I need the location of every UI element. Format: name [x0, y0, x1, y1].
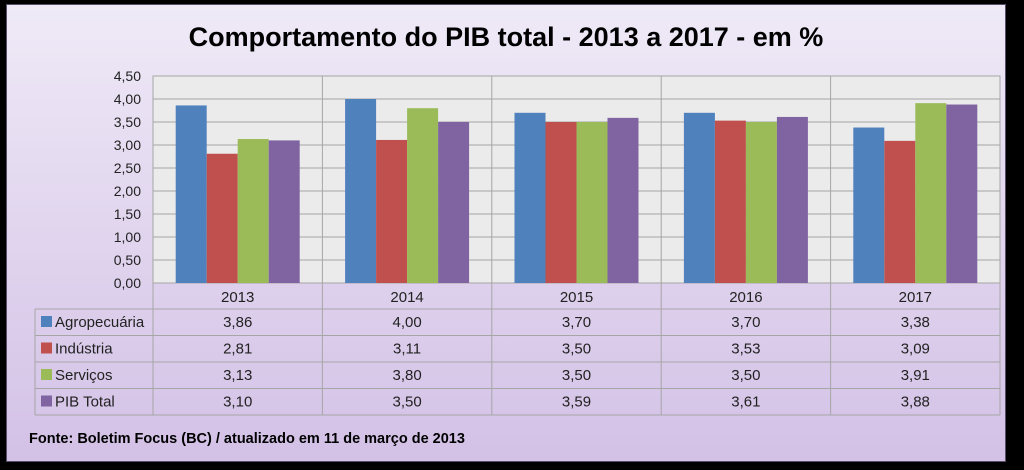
y-tick-label: 3,50	[114, 114, 141, 130]
data-cell: 3,50	[731, 367, 760, 384]
data-cell: 3,11	[393, 341, 421, 358]
chart-title: Comportamento do PIB total - 2013 a 2017…	[188, 22, 824, 52]
y-tick-label: 0,50	[114, 252, 141, 268]
data-cell: 3,86	[223, 314, 252, 331]
data-cell: 3,53	[731, 341, 760, 358]
bar-Serviços-2014	[407, 108, 439, 283]
y-tick-label: 3,00	[114, 137, 141, 153]
bar-Serviços-2017	[915, 103, 947, 283]
bar-Serviços-2013	[237, 139, 269, 283]
data-cell: 3,50	[562, 341, 591, 358]
data-cell: 3,80	[392, 367, 421, 384]
data-cell: 4,00	[392, 314, 421, 331]
legend-key-1	[41, 342, 52, 354]
y-tick-label: 2,00	[114, 183, 141, 199]
x-category-label: 2017	[899, 289, 932, 306]
bar-Indústria-2013	[206, 153, 238, 283]
data-cell: 3,50	[392, 394, 421, 411]
series-name: Agropecuária	[55, 314, 145, 331]
bar-Indústria-2016	[714, 120, 746, 284]
source-note: Fonte: Boletim Focus (BC) / atualizado e…	[29, 431, 465, 447]
x-category-label: 2013	[221, 289, 254, 306]
data-cell: 3,13	[223, 367, 252, 384]
bar-Agropecuária-2014	[345, 99, 377, 283]
bar-PIB Total-2014	[438, 122, 470, 283]
bar-PIB Total-2017	[946, 104, 978, 284]
data-cell: 3,10	[223, 394, 252, 411]
data-cell: 3,88	[901, 394, 930, 411]
y-tick-label: 0,00	[114, 275, 141, 291]
legend-key-0	[41, 316, 52, 327]
bar-Indústria-2017	[884, 140, 916, 283]
data-cell: 3,50	[562, 367, 591, 384]
bar-Agropecuária-2015	[514, 112, 546, 283]
data-cell: 3,38	[901, 314, 930, 331]
bar-Agropecuária-2013	[175, 105, 207, 283]
bar-PIB Total-2015	[607, 117, 639, 283]
y-tick-label: 2,50	[114, 160, 141, 176]
x-category-label: 2015	[560, 289, 593, 306]
bar-Indústria-2015	[545, 122, 577, 283]
data-cell: 3,09	[901, 341, 930, 358]
data-cell: 2,81	[223, 341, 252, 358]
series-name: PIB Total	[55, 394, 115, 411]
legend-key-2	[41, 369, 52, 380]
y-tick-label: 1,50	[114, 206, 141, 222]
x-category-label: 2016	[729, 289, 762, 306]
series-name: Indústria	[55, 341, 113, 358]
y-tick-label: 4,00	[114, 91, 141, 107]
x-category-label: 2014	[390, 289, 423, 306]
bar-Agropecuária-2017	[853, 127, 885, 284]
y-tick-label: 1,00	[114, 229, 141, 245]
series-name: Serviços	[55, 367, 113, 384]
bar-PIB Total-2013	[268, 140, 300, 283]
bar-PIB Total-2016	[776, 116, 808, 283]
legend-key-3	[41, 395, 52, 407]
data-cell: 3,70	[562, 314, 591, 331]
bar-Serviços-2016	[745, 122, 777, 283]
bar-Serviços-2015	[576, 122, 608, 283]
y-tick-label: 4,50	[114, 68, 141, 84]
bar-Agropecuária-2016	[683, 112, 715, 283]
data-cell: 3,61	[731, 394, 760, 411]
data-cell: 3,70	[731, 314, 760, 331]
bar-Indústria-2014	[376, 139, 408, 283]
data-cell: 3,91	[901, 367, 930, 384]
data-cell: 3,59	[562, 394, 591, 411]
